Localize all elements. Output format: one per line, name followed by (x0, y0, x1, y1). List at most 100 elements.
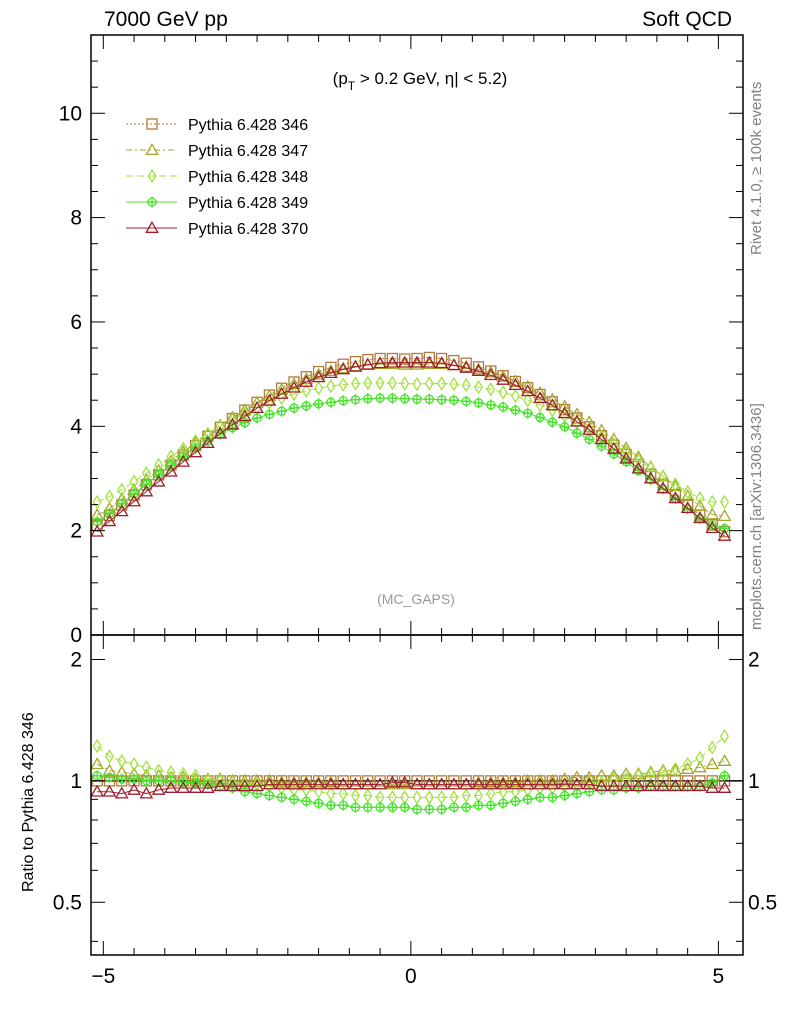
ratio-point (287, 775, 301, 788)
series-4-line (96, 397, 725, 530)
ratio-point (151, 782, 166, 795)
data-point (472, 361, 485, 373)
ratio-point (496, 777, 510, 790)
data-point (411, 393, 423, 405)
ratio-point (103, 771, 115, 783)
ratio-point (447, 777, 461, 790)
data-point (263, 408, 275, 420)
data-point (437, 376, 447, 391)
data-point (213, 426, 228, 439)
cut-label-open: (p (333, 69, 348, 88)
ratio-point (237, 779, 252, 792)
data-point (237, 403, 252, 416)
y-tick-label: 2 (70, 520, 82, 543)
series-4-ratio-line (97, 775, 725, 810)
data-point (693, 511, 707, 524)
ratio-point (239, 786, 251, 798)
data-point (397, 357, 412, 370)
beam-label: 7000 GeV pp (104, 8, 228, 31)
series-4-main (91, 392, 731, 535)
ratio-point (314, 784, 324, 799)
data-point (92, 494, 102, 510)
data-point (520, 384, 535, 397)
ratio-point (237, 773, 252, 786)
legend-marker (147, 168, 157, 184)
ratio-point (546, 791, 558, 803)
series-3-ratio-line (96, 735, 725, 798)
ratio-point (324, 777, 338, 790)
data-point (508, 378, 523, 391)
data-point (594, 432, 609, 445)
data-point (643, 471, 658, 484)
data-point (274, 386, 289, 399)
main-plot-data (90, 351, 732, 541)
ratio-point (165, 775, 177, 787)
ratio-point (594, 768, 609, 781)
data-point (324, 363, 338, 376)
legend-label: Pythia 6.428 370 (188, 221, 308, 238)
legend-marker (146, 118, 158, 130)
data-point (103, 507, 115, 519)
data-point (301, 383, 311, 399)
x-tick-label: −5 (91, 965, 115, 988)
ratio-point (274, 775, 289, 788)
cut-label-rest: > 0.2 GeV, η| < 5.2) (355, 69, 507, 88)
ratio-point (545, 773, 560, 786)
ratio-point (350, 788, 361, 803)
y-tick-label: 6 (70, 311, 82, 334)
ratio-point (311, 775, 326, 788)
data-point (448, 394, 460, 406)
data-point (225, 417, 240, 430)
data-point (460, 395, 472, 407)
ratio-point (263, 789, 275, 801)
data-point (619, 451, 634, 464)
data-point (102, 514, 117, 527)
data-point (225, 410, 240, 423)
data-point (719, 523, 731, 535)
ratio-point (251, 788, 263, 800)
y-tick-label: 10 (59, 102, 82, 125)
data-point (496, 369, 510, 382)
ratio-point (423, 803, 435, 815)
ratio-point (670, 761, 680, 777)
data-point (386, 392, 398, 404)
ratio-point (459, 777, 474, 790)
ratio-y-tick-label: 0.5 (53, 891, 82, 914)
ratio-y-tick-label-right: 2 (748, 648, 760, 671)
data-point (276, 405, 288, 417)
data-point (412, 376, 422, 392)
data-point (434, 356, 449, 369)
ratio-point (509, 795, 521, 807)
data-point (471, 362, 486, 375)
ratio-point (326, 786, 336, 801)
ratio-point (313, 797, 325, 809)
ratio-point (508, 777, 523, 790)
data-point (128, 488, 140, 500)
ratio-point (250, 773, 264, 786)
ratio-point (299, 777, 314, 790)
legend-marker (145, 220, 159, 233)
ratio-point (570, 777, 584, 790)
ratio-point (643, 779, 658, 792)
data-point (670, 476, 680, 492)
data-point (693, 499, 707, 512)
ratio-point (424, 790, 434, 805)
ratio-point (287, 777, 301, 790)
data-point (164, 464, 178, 477)
data-point (399, 353, 411, 365)
y-tick-label: 4 (70, 415, 82, 438)
ratio-point (545, 777, 560, 790)
data-point (411, 352, 423, 365)
ratio-point (437, 790, 447, 805)
ratio-point (411, 803, 423, 815)
data-point (534, 411, 546, 423)
data-point (570, 407, 584, 420)
data-point (324, 366, 338, 379)
ratio-point (460, 801, 472, 813)
ratio-point (374, 801, 386, 813)
watermark: (MC_GAPS) (377, 591, 455, 607)
data-point (533, 391, 547, 404)
data-point (680, 489, 695, 502)
data-point (717, 528, 732, 541)
data-point (570, 414, 584, 427)
